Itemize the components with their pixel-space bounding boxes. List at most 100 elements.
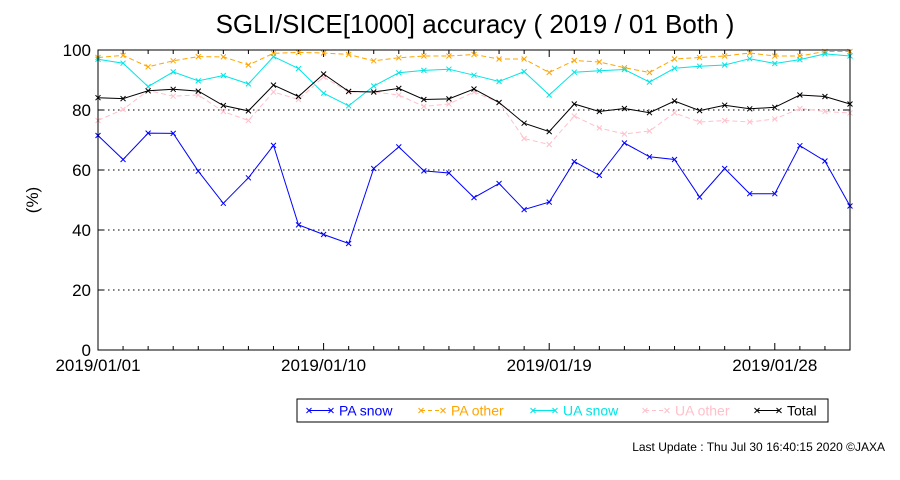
series-pa-snow xyxy=(95,130,853,247)
data-point xyxy=(771,116,778,122)
data-point xyxy=(270,142,277,149)
data-point xyxy=(195,168,202,175)
data-point xyxy=(496,78,502,85)
legend-marker xyxy=(328,407,334,414)
data-point xyxy=(370,165,377,172)
chart-title: SGLI/SICE[1000] accuracy ( 2019 / 01 Bot… xyxy=(216,9,735,39)
legend: PA snow PA other UA snow UA other Total xyxy=(296,398,829,423)
data-point xyxy=(446,96,452,102)
data-point xyxy=(746,55,753,62)
data-point xyxy=(170,86,177,93)
data-point xyxy=(671,110,678,116)
legend-marker xyxy=(440,407,446,414)
x-tick-label: 2019/01/19 xyxy=(507,356,592,375)
data-point xyxy=(721,53,728,59)
data-point xyxy=(546,141,553,148)
data-point xyxy=(621,140,628,146)
legend-label: UA other xyxy=(675,403,730,419)
data-point xyxy=(120,52,126,59)
data-point xyxy=(120,106,126,113)
data-point xyxy=(471,51,477,58)
data-point xyxy=(596,108,603,115)
legend-marker xyxy=(776,407,782,414)
data-point xyxy=(220,200,227,207)
data-point xyxy=(546,69,553,76)
data-point xyxy=(546,128,553,135)
data-point xyxy=(596,125,603,131)
data-point xyxy=(421,53,427,59)
data-point xyxy=(797,105,803,112)
data-point xyxy=(822,108,828,115)
series-pa-other xyxy=(95,48,853,76)
data-point xyxy=(746,190,753,197)
data-point xyxy=(145,87,151,94)
data-point xyxy=(621,131,628,137)
data-point xyxy=(145,130,151,136)
data-point xyxy=(571,113,578,119)
data-point xyxy=(546,199,553,205)
data-point xyxy=(621,66,628,73)
data-point xyxy=(696,107,703,114)
data-point xyxy=(195,78,202,84)
series-line xyxy=(97,132,851,245)
y-tick-label: 60 xyxy=(72,161,91,180)
data-point xyxy=(646,79,653,85)
data-point xyxy=(120,95,126,102)
legend-box xyxy=(296,398,829,423)
data-point xyxy=(571,57,578,64)
data-point xyxy=(596,67,603,74)
data-point xyxy=(120,156,126,163)
data-point xyxy=(521,68,527,75)
data-point xyxy=(546,92,553,98)
data-point xyxy=(771,53,778,59)
data-point xyxy=(721,165,728,172)
data-point xyxy=(771,60,778,67)
data-point xyxy=(395,144,402,150)
data-point xyxy=(421,96,427,103)
data-point xyxy=(646,109,653,116)
data-point xyxy=(571,69,578,76)
legend-marker xyxy=(754,407,760,414)
data-point xyxy=(421,103,427,110)
data-point xyxy=(471,86,477,92)
data-point xyxy=(345,51,352,58)
data-point xyxy=(220,108,227,115)
last-update-footer: Last Update : Thu Jul 30 16:40:15 2020 ©… xyxy=(632,440,885,454)
data-point xyxy=(195,53,202,60)
x-axis-ticks: 2019/01/01 2019/01/10 2019/01/19 2019/01/28 xyxy=(55,50,851,375)
x-tick-label: 2019/01/28 xyxy=(732,356,817,375)
data-point xyxy=(270,82,277,88)
data-point xyxy=(295,222,302,228)
data-point xyxy=(646,128,653,134)
data-point xyxy=(320,90,327,97)
data-point xyxy=(245,81,252,87)
y-tick-label: 0 xyxy=(82,341,91,360)
data-point xyxy=(696,54,703,61)
y-axis-ticks: 0 20 40 60 80 100 xyxy=(63,41,850,360)
data-point xyxy=(797,56,803,63)
data-point xyxy=(521,135,527,142)
series-ua-other xyxy=(95,74,853,148)
data-point xyxy=(721,102,728,109)
legend-marker xyxy=(306,407,312,414)
data-point xyxy=(421,168,427,174)
data-point xyxy=(446,170,452,176)
grid-lines xyxy=(98,109,850,291)
data-point xyxy=(295,93,302,100)
data-point xyxy=(671,56,678,62)
data-point xyxy=(220,102,227,109)
data-point xyxy=(646,69,653,76)
data-point xyxy=(471,72,477,79)
data-point xyxy=(621,105,628,112)
legend-label: PA snow xyxy=(339,403,393,419)
legend-label: PA other xyxy=(451,403,504,419)
data-point xyxy=(797,92,803,98)
data-point xyxy=(721,117,728,124)
data-point xyxy=(170,130,177,137)
series-ua-snow xyxy=(95,51,853,109)
data-point xyxy=(496,56,502,62)
data-point xyxy=(395,92,402,98)
data-point xyxy=(220,72,227,79)
data-point xyxy=(320,231,327,238)
